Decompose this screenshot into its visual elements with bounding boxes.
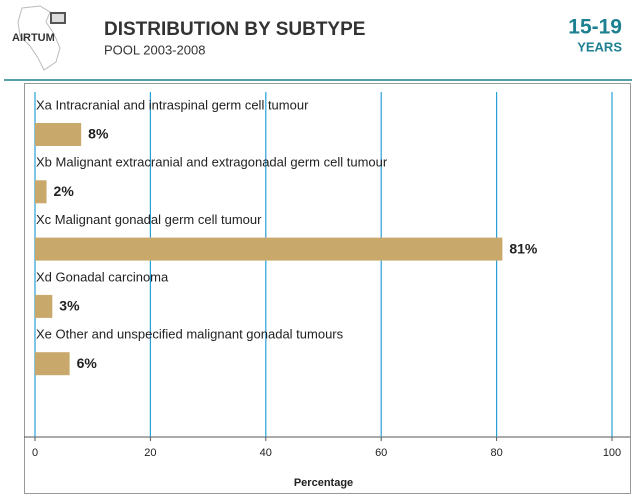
category-label: Xc Malignant gonadal germ cell tumour xyxy=(36,212,262,227)
category-label: Xb Malignant extracranial and extragonad… xyxy=(36,155,388,170)
value-label: 81% xyxy=(509,240,538,256)
chart-frame xyxy=(24,83,631,494)
bar xyxy=(35,294,53,318)
logo: AIRTUM xyxy=(12,5,66,71)
value-label: 8% xyxy=(88,126,109,142)
title: DISTRIBUTION BY SUBTYPE xyxy=(104,19,365,40)
subtitle: POOL 2003-2008 xyxy=(104,42,205,57)
value-label: 6% xyxy=(77,355,98,371)
value-label: 2% xyxy=(54,183,75,199)
bar xyxy=(35,352,70,376)
category-label: Xe Other and unspecified malignant gonad… xyxy=(36,327,344,342)
monitor-screen xyxy=(52,14,64,22)
logo-text: AIRTUM xyxy=(12,32,55,44)
age-unit: YEARS xyxy=(577,39,622,54)
bar xyxy=(35,180,47,204)
category-label: Xa Intracranial and intraspinal germ cel… xyxy=(36,97,309,112)
x-tick-label: 20 xyxy=(144,447,156,459)
x-tick-label: 0 xyxy=(32,447,38,459)
x-axis-label: Percentage xyxy=(294,477,353,489)
age-range: 15-19 xyxy=(568,16,622,39)
bar xyxy=(35,237,503,261)
x-tick-label: 60 xyxy=(375,447,387,459)
category-label: Xd Gonadal carcinoma xyxy=(36,269,169,284)
x-tick-label: 80 xyxy=(490,447,502,459)
x-tick-label: 100 xyxy=(603,447,621,459)
x-tick-label: 40 xyxy=(260,447,272,459)
bar xyxy=(35,123,82,146)
value-label: 3% xyxy=(59,298,80,314)
